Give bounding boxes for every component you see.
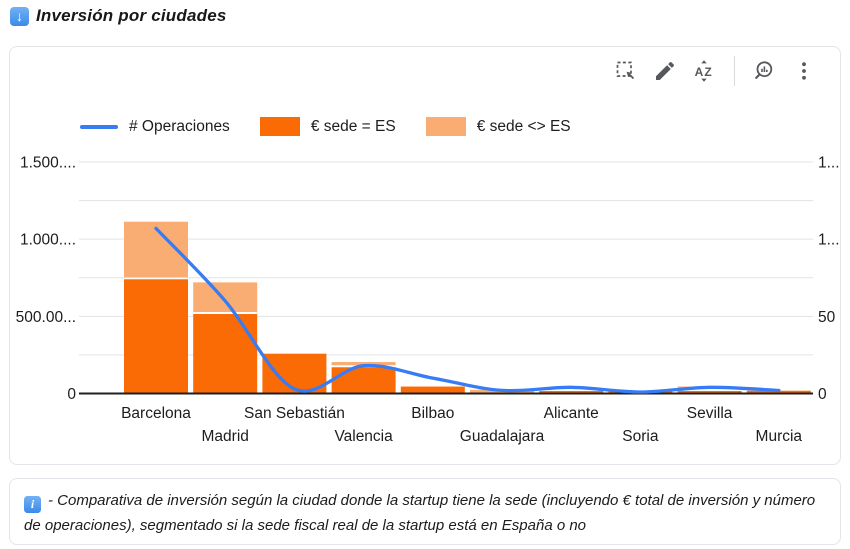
page-title: Inversión por ciudades xyxy=(36,6,227,25)
bar-sede-no-es[interactable] xyxy=(193,282,258,313)
x-axis-label: Barcelona xyxy=(121,405,191,422)
legend-label: € sede = ES xyxy=(310,117,396,135)
toolbar-divider xyxy=(734,56,735,86)
left-axis-tick-label: 1.000.... xyxy=(20,232,76,249)
x-axis-label: Guadalajara xyxy=(460,428,545,445)
legend-item-operaciones: # Operaciones xyxy=(80,118,230,136)
legend-box-swatch xyxy=(259,117,300,136)
legend-item-sede-no-es: € sede <> ES xyxy=(425,117,571,136)
x-axis-label: Murcia xyxy=(756,428,803,445)
chart-card: A Z # Operaciones € sede = ES xyxy=(9,46,841,465)
down-arrow-icon: ↓ xyxy=(10,6,29,26)
bar-sede-es[interactable] xyxy=(539,391,604,394)
right-axis-tick-label: 50 xyxy=(818,309,836,326)
note-body: - Comparativa de inversión según la ciud… xyxy=(24,492,816,534)
svg-text:Z: Z xyxy=(704,65,711,79)
bar-sede-es[interactable] xyxy=(193,314,258,394)
x-axis-label: Valencia xyxy=(334,428,393,445)
x-axis-label: Bilbao xyxy=(411,405,454,422)
right-axis-tick-label: 1... xyxy=(818,232,840,249)
bar-sede-es[interactable] xyxy=(400,386,465,394)
x-axis-label: Alicante xyxy=(544,405,599,422)
bar-sede-es[interactable] xyxy=(262,353,327,394)
right-axis-tick-label: 0 xyxy=(818,386,827,403)
x-axis-label: San Sebastián xyxy=(244,405,345,422)
note-card: i- Comparativa de inversión según la ciu… xyxy=(9,478,841,545)
marquee-select-icon[interactable] xyxy=(614,59,638,83)
x-axis-label: Soria xyxy=(622,428,659,445)
investment-by-city-chart[interactable]: 0 500.00... 1.000.... 1.500.... 0 50 1... 1... B… xyxy=(10,141,842,461)
info-icon: i xyxy=(24,496,41,513)
right-axis-tick-label: 1... xyxy=(818,155,840,172)
bar-sede-es[interactable] xyxy=(746,390,811,394)
note-text: i- Comparativa de inversión según la ciu… xyxy=(24,488,820,538)
zoom-insights-icon[interactable] xyxy=(753,59,777,83)
bar-sede-no-es[interactable] xyxy=(331,362,396,366)
legend-label: € sede <> ES xyxy=(476,117,571,135)
bar-sede-es[interactable] xyxy=(124,279,188,394)
left-axis-tick-label: 0 xyxy=(67,386,76,403)
left-axis-tick-label: 1.500.... xyxy=(20,155,76,172)
sort-az-icon[interactable]: A Z xyxy=(692,59,716,83)
page-title-bar: ↓ Inversión por ciudades xyxy=(10,6,227,26)
kebab-menu-icon[interactable] xyxy=(792,59,816,83)
svg-text:A: A xyxy=(695,65,704,79)
edit-pencil-icon[interactable] xyxy=(653,59,677,83)
legend-box-swatch xyxy=(425,117,466,136)
x-axis-label: Sevilla xyxy=(687,405,733,422)
chart-legend: # Operaciones € sede = ES € sede <> ES xyxy=(80,117,571,136)
left-axis-tick-label: 500.00... xyxy=(16,309,76,326)
operations-line[interactable] xyxy=(154,226,781,394)
legend-line-swatch xyxy=(80,124,118,129)
x-axis-label: Madrid xyxy=(202,428,249,445)
bar-sede-es[interactable] xyxy=(677,391,742,394)
bar-sede-es[interactable] xyxy=(331,367,396,394)
legend-label: # Operaciones xyxy=(129,117,230,135)
chart-toolbar: A Z xyxy=(614,56,840,86)
legend-item-sede-es: € sede = ES xyxy=(259,117,396,136)
